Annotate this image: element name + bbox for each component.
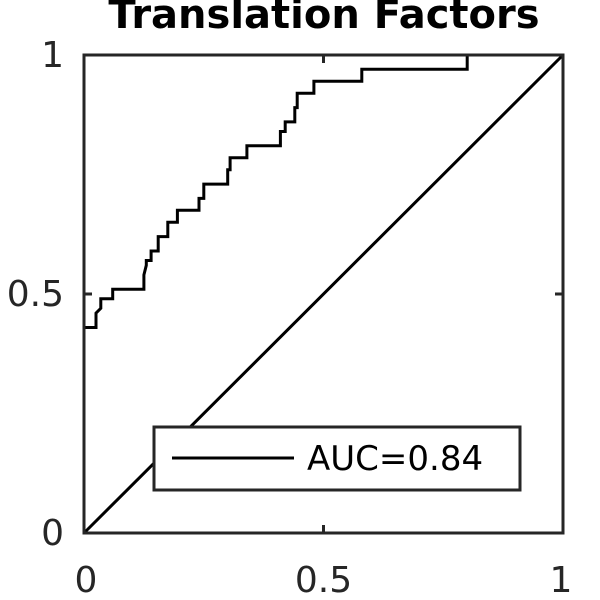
x-tick-label: 0.5 [295, 560, 352, 600]
x-tick-label: 1 [550, 560, 573, 600]
y-tick-label: 0 [41, 513, 64, 554]
chart-title: Translation Factors [108, 0, 539, 38]
y-tick-label: 0.5 [7, 274, 64, 315]
legend-entry-label: AUC=0.84 [307, 439, 483, 479]
legend: AUC=0.84 [152, 425, 522, 492]
roc-curve-line [82, 53, 563, 533]
axis-ticks: 0 0.5 1 0 0.5 1 [7, 35, 573, 600]
x-tick-label: 0 [75, 560, 98, 600]
y-tick-label: 1 [41, 35, 64, 76]
